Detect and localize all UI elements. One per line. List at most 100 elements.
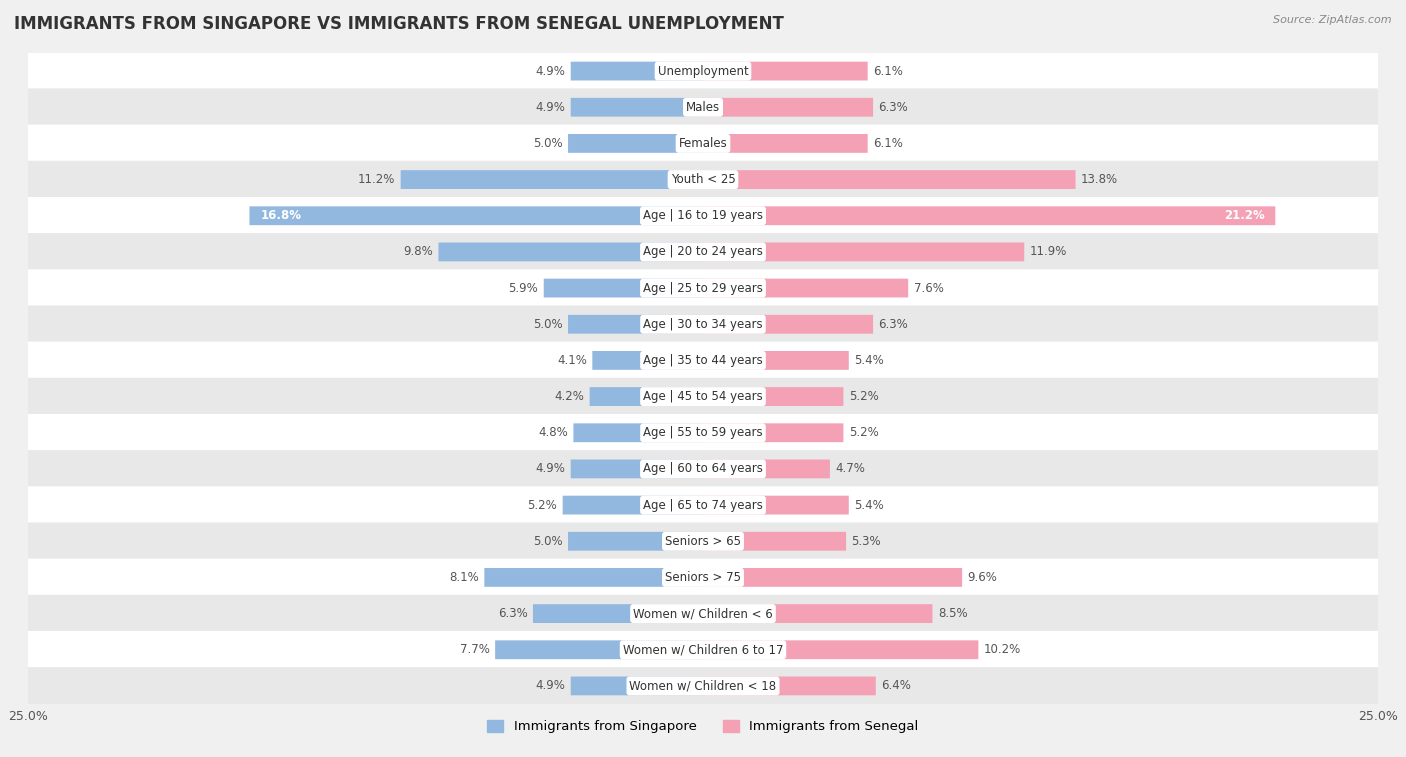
FancyBboxPatch shape bbox=[703, 351, 849, 370]
Text: Women w/ Children 6 to 17: Women w/ Children 6 to 17 bbox=[623, 643, 783, 656]
FancyBboxPatch shape bbox=[28, 631, 1378, 668]
Text: 6.3%: 6.3% bbox=[879, 318, 908, 331]
Text: Age | 55 to 59 years: Age | 55 to 59 years bbox=[643, 426, 763, 439]
Text: 4.9%: 4.9% bbox=[536, 101, 565, 114]
Text: 4.7%: 4.7% bbox=[835, 463, 865, 475]
Text: 4.8%: 4.8% bbox=[538, 426, 568, 439]
Text: 4.2%: 4.2% bbox=[554, 390, 585, 403]
Text: 5.2%: 5.2% bbox=[527, 499, 557, 512]
Legend: Immigrants from Singapore, Immigrants from Senegal: Immigrants from Singapore, Immigrants fr… bbox=[488, 720, 918, 734]
Text: Age | 30 to 34 years: Age | 30 to 34 years bbox=[643, 318, 763, 331]
Text: 5.0%: 5.0% bbox=[533, 318, 562, 331]
Text: 9.6%: 9.6% bbox=[967, 571, 997, 584]
FancyBboxPatch shape bbox=[439, 242, 703, 261]
Text: 10.2%: 10.2% bbox=[984, 643, 1021, 656]
Text: IMMIGRANTS FROM SINGAPORE VS IMMIGRANTS FROM SENEGAL UNEMPLOYMENT: IMMIGRANTS FROM SINGAPORE VS IMMIGRANTS … bbox=[14, 15, 785, 33]
FancyBboxPatch shape bbox=[574, 423, 703, 442]
FancyBboxPatch shape bbox=[544, 279, 703, 298]
Text: 7.6%: 7.6% bbox=[914, 282, 943, 294]
Text: Age | 60 to 64 years: Age | 60 to 64 years bbox=[643, 463, 763, 475]
FancyBboxPatch shape bbox=[703, 279, 908, 298]
Text: 5.4%: 5.4% bbox=[855, 354, 884, 367]
Text: 4.1%: 4.1% bbox=[557, 354, 586, 367]
FancyBboxPatch shape bbox=[589, 387, 703, 406]
Text: Age | 35 to 44 years: Age | 35 to 44 years bbox=[643, 354, 763, 367]
FancyBboxPatch shape bbox=[495, 640, 703, 659]
FancyBboxPatch shape bbox=[28, 233, 1378, 271]
Text: Age | 20 to 24 years: Age | 20 to 24 years bbox=[643, 245, 763, 258]
FancyBboxPatch shape bbox=[28, 522, 1378, 560]
Text: 4.9%: 4.9% bbox=[536, 680, 565, 693]
FancyBboxPatch shape bbox=[571, 98, 703, 117]
Text: Males: Males bbox=[686, 101, 720, 114]
FancyBboxPatch shape bbox=[571, 61, 703, 80]
Text: 6.3%: 6.3% bbox=[498, 607, 527, 620]
FancyBboxPatch shape bbox=[28, 89, 1378, 126]
FancyBboxPatch shape bbox=[703, 423, 844, 442]
FancyBboxPatch shape bbox=[568, 315, 703, 334]
Text: 9.8%: 9.8% bbox=[404, 245, 433, 258]
Text: Seniors > 65: Seniors > 65 bbox=[665, 534, 741, 548]
Text: Age | 65 to 74 years: Age | 65 to 74 years bbox=[643, 499, 763, 512]
Text: 5.0%: 5.0% bbox=[533, 137, 562, 150]
Text: 5.2%: 5.2% bbox=[849, 426, 879, 439]
FancyBboxPatch shape bbox=[28, 486, 1378, 524]
Text: Age | 25 to 29 years: Age | 25 to 29 years bbox=[643, 282, 763, 294]
Text: 6.3%: 6.3% bbox=[879, 101, 908, 114]
FancyBboxPatch shape bbox=[703, 604, 932, 623]
FancyBboxPatch shape bbox=[703, 207, 1275, 225]
FancyBboxPatch shape bbox=[703, 387, 844, 406]
Text: Seniors > 75: Seniors > 75 bbox=[665, 571, 741, 584]
FancyBboxPatch shape bbox=[28, 414, 1378, 452]
FancyBboxPatch shape bbox=[28, 667, 1378, 705]
Text: Unemployment: Unemployment bbox=[658, 64, 748, 77]
FancyBboxPatch shape bbox=[571, 677, 703, 696]
Text: Females: Females bbox=[679, 137, 727, 150]
FancyBboxPatch shape bbox=[568, 134, 703, 153]
Text: 5.0%: 5.0% bbox=[533, 534, 562, 548]
FancyBboxPatch shape bbox=[28, 160, 1378, 198]
FancyBboxPatch shape bbox=[703, 315, 873, 334]
FancyBboxPatch shape bbox=[28, 125, 1378, 162]
Text: 4.9%: 4.9% bbox=[536, 64, 565, 77]
FancyBboxPatch shape bbox=[28, 559, 1378, 597]
FancyBboxPatch shape bbox=[28, 197, 1378, 235]
FancyBboxPatch shape bbox=[484, 568, 703, 587]
FancyBboxPatch shape bbox=[703, 496, 849, 515]
Text: Age | 45 to 54 years: Age | 45 to 54 years bbox=[643, 390, 763, 403]
Text: 5.2%: 5.2% bbox=[849, 390, 879, 403]
Text: 6.1%: 6.1% bbox=[873, 64, 903, 77]
FancyBboxPatch shape bbox=[28, 450, 1378, 488]
FancyBboxPatch shape bbox=[703, 134, 868, 153]
Text: 5.9%: 5.9% bbox=[509, 282, 538, 294]
FancyBboxPatch shape bbox=[703, 568, 962, 587]
FancyBboxPatch shape bbox=[28, 52, 1378, 90]
FancyBboxPatch shape bbox=[28, 595, 1378, 632]
FancyBboxPatch shape bbox=[401, 170, 703, 189]
Text: 7.7%: 7.7% bbox=[460, 643, 489, 656]
FancyBboxPatch shape bbox=[28, 305, 1378, 343]
Text: 8.5%: 8.5% bbox=[938, 607, 967, 620]
Text: 13.8%: 13.8% bbox=[1081, 173, 1118, 186]
Text: 4.9%: 4.9% bbox=[536, 463, 565, 475]
FancyBboxPatch shape bbox=[28, 378, 1378, 416]
FancyBboxPatch shape bbox=[703, 242, 1024, 261]
FancyBboxPatch shape bbox=[703, 640, 979, 659]
Text: 5.4%: 5.4% bbox=[855, 499, 884, 512]
FancyBboxPatch shape bbox=[703, 98, 873, 117]
FancyBboxPatch shape bbox=[533, 604, 703, 623]
FancyBboxPatch shape bbox=[568, 532, 703, 550]
Text: 8.1%: 8.1% bbox=[449, 571, 479, 584]
Text: Youth < 25: Youth < 25 bbox=[671, 173, 735, 186]
Text: 11.9%: 11.9% bbox=[1029, 245, 1067, 258]
Text: 11.2%: 11.2% bbox=[359, 173, 395, 186]
FancyBboxPatch shape bbox=[703, 170, 1076, 189]
FancyBboxPatch shape bbox=[249, 207, 703, 225]
Text: 6.1%: 6.1% bbox=[873, 137, 903, 150]
FancyBboxPatch shape bbox=[703, 61, 868, 80]
FancyBboxPatch shape bbox=[562, 496, 703, 515]
FancyBboxPatch shape bbox=[703, 459, 830, 478]
Text: Women w/ Children < 18: Women w/ Children < 18 bbox=[630, 680, 776, 693]
FancyBboxPatch shape bbox=[592, 351, 703, 370]
Text: Age | 16 to 19 years: Age | 16 to 19 years bbox=[643, 209, 763, 223]
